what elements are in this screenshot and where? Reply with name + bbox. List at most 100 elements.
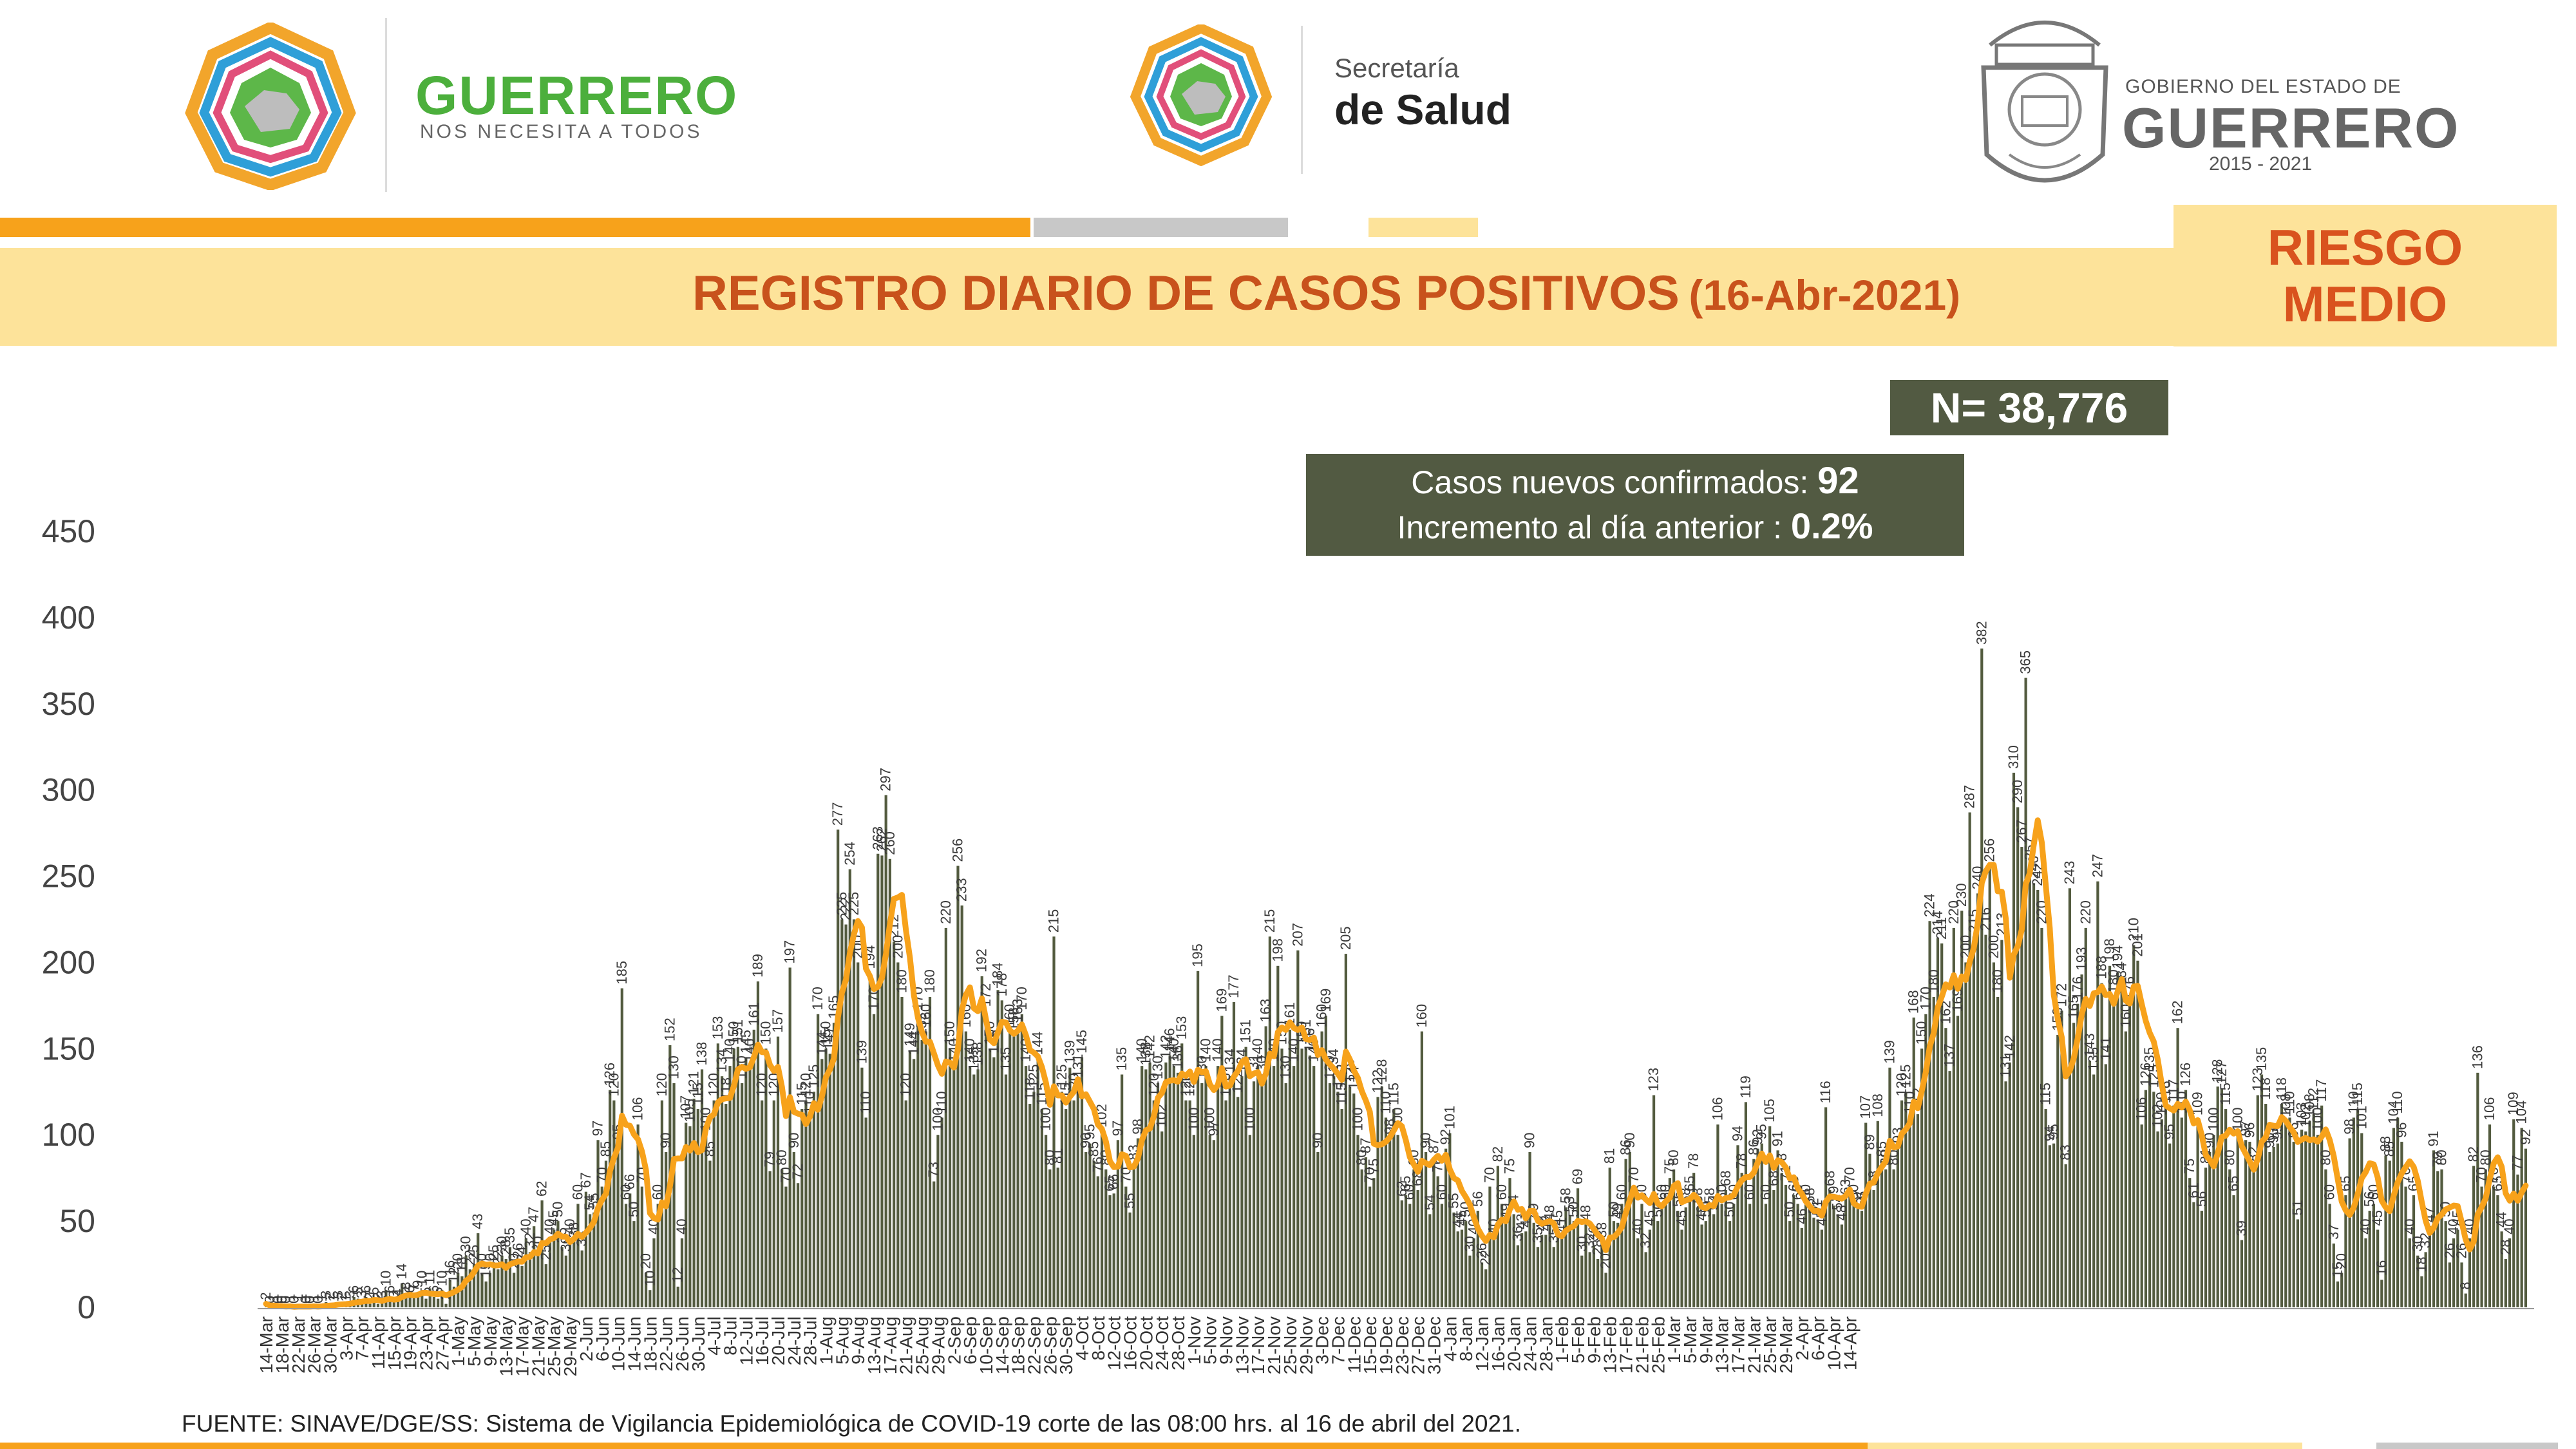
x-tick-label: 6-Apr (1808, 1316, 1828, 1360)
bar (589, 1214, 592, 1307)
bar (1156, 1083, 1160, 1307)
bar (488, 1273, 491, 1307)
bar-value-label: 180 (894, 969, 910, 993)
x-tick-label: 16-Jul (752, 1316, 772, 1365)
bar (1440, 1204, 1444, 1307)
bar-value-label: 130 (666, 1056, 682, 1079)
bar-value-label: 80 (1665, 1150, 1681, 1165)
bar-value-label: 163 (1010, 999, 1026, 1023)
bar (2216, 1086, 2219, 1307)
bar-value-label: 68 (1718, 1170, 1734, 1186)
bar (2100, 983, 2103, 1307)
bar (788, 967, 791, 1307)
bar-value-label: 60 (1401, 1184, 1417, 1200)
bar (1708, 1207, 1712, 1307)
bar (837, 829, 840, 1307)
bar (2136, 960, 2139, 1307)
bar-value-label: 153 (1173, 1016, 1189, 1040)
bar (584, 1191, 588, 1307)
bar (2336, 1281, 2340, 1307)
bar (524, 1238, 527, 1307)
y-tick-label: 250 (42, 858, 95, 895)
bar-value-label: 117 (2165, 1079, 2181, 1102)
bar (756, 981, 760, 1307)
state-seal-icon (1981, 21, 2108, 183)
x-tick-label: 24-Jul (784, 1316, 804, 1365)
bar (1920, 1048, 1924, 1307)
bar (2252, 1166, 2255, 1307)
bar-value-label: 101 (1441, 1106, 1457, 1130)
bar-value-label: 50 (1721, 1202, 1738, 1217)
bar (1408, 1204, 1412, 1307)
bar-value-label: 20 (1598, 1253, 1614, 1269)
bar (2484, 1169, 2487, 1307)
bar (2436, 1171, 2439, 1307)
bar-value-label: 100 (1037, 1108, 1054, 1132)
bar-value-label: 1 (326, 1294, 342, 1302)
bar (1024, 1066, 1028, 1307)
bar (1612, 1221, 1616, 1307)
bar (2260, 1074, 2264, 1307)
bar (629, 1193, 632, 1307)
bar (796, 1183, 800, 1307)
bar-value-label: 220 (1946, 900, 1962, 924)
bar (2496, 1195, 2499, 1307)
bar-value-label: 79 (762, 1151, 778, 1167)
bar-value-label: 110 (934, 1091, 950, 1113)
bar-value-label: 85 (1086, 1141, 1102, 1157)
y-axis: 0 50 100 150 200 250 300 350 400 450 (42, 513, 95, 1325)
bar-value-label: 152 (661, 1018, 677, 1041)
bar (2104, 1064, 2107, 1307)
bar (1293, 1066, 1296, 1307)
x-tick-label: 17-Feb (1616, 1316, 1636, 1374)
bar (2132, 945, 2136, 1307)
bar (536, 1255, 540, 1307)
bar-value-label: 211 (1933, 917, 1949, 940)
bar-value-label: 97 (1206, 1121, 1222, 1136)
bar-value-label: 110 (858, 1091, 874, 1113)
bar-value-label: 180 (922, 969, 938, 993)
bar-value-label: 3 (354, 1291, 370, 1298)
bar (817, 1014, 820, 1307)
bar (1828, 1189, 1832, 1307)
bar-value-label: 55 (1446, 1193, 1462, 1208)
bar (2128, 1003, 2132, 1307)
bar-value-label: 12 (670, 1267, 686, 1282)
bar (2084, 927, 2087, 1307)
bar-value-label: 16 (442, 1260, 458, 1276)
bar-value-label: 8 (2458, 1282, 2474, 1289)
salud-emblem-icon (1130, 23, 1273, 167)
bar (1800, 1227, 1803, 1307)
y-tick-label: 350 (42, 686, 95, 722)
x-tick-label: 16-Jan (1488, 1316, 1508, 1372)
bar (952, 1066, 956, 1307)
bar (1236, 1097, 1240, 1307)
x-tick-label: 29-Mar (1776, 1316, 1796, 1374)
x-tick-label: 25-Mar (1760, 1316, 1780, 1374)
bar-value-label: 100 (2309, 1108, 2325, 1132)
top-stripe-yellow (1368, 218, 1478, 237)
x-tick-label: 18-Mar (272, 1316, 292, 1374)
bar-value-label: 40 (542, 1218, 558, 1234)
bar (2476, 1072, 2479, 1307)
bar-value-label: 254 (842, 842, 858, 866)
bar-value-label: 144 (905, 1032, 922, 1056)
bar (2416, 1255, 2420, 1307)
x-tick-label: 1-Mar (1664, 1316, 1684, 1363)
bar-value-label: 140 (1166, 1038, 1182, 1062)
bar-value-label: 105 (681, 1099, 697, 1122)
bar (920, 1039, 923, 1307)
bar (1940, 943, 1944, 1307)
bar (2440, 1169, 2443, 1307)
x-tick-label: 12-Jan (1472, 1316, 1492, 1372)
bar-value-label: 157 (770, 1009, 786, 1033)
bar (424, 1298, 428, 1307)
bar (508, 1247, 512, 1307)
bar-value-label: 10 (377, 1271, 393, 1286)
bar (2296, 1219, 2300, 1307)
x-tick-label: 4-Jul (705, 1316, 724, 1356)
bar (844, 924, 848, 1307)
bar-value-label: 58 (1557, 1188, 1573, 1203)
bar (893, 942, 896, 1307)
bar-value-label: 144 (813, 1032, 829, 1056)
